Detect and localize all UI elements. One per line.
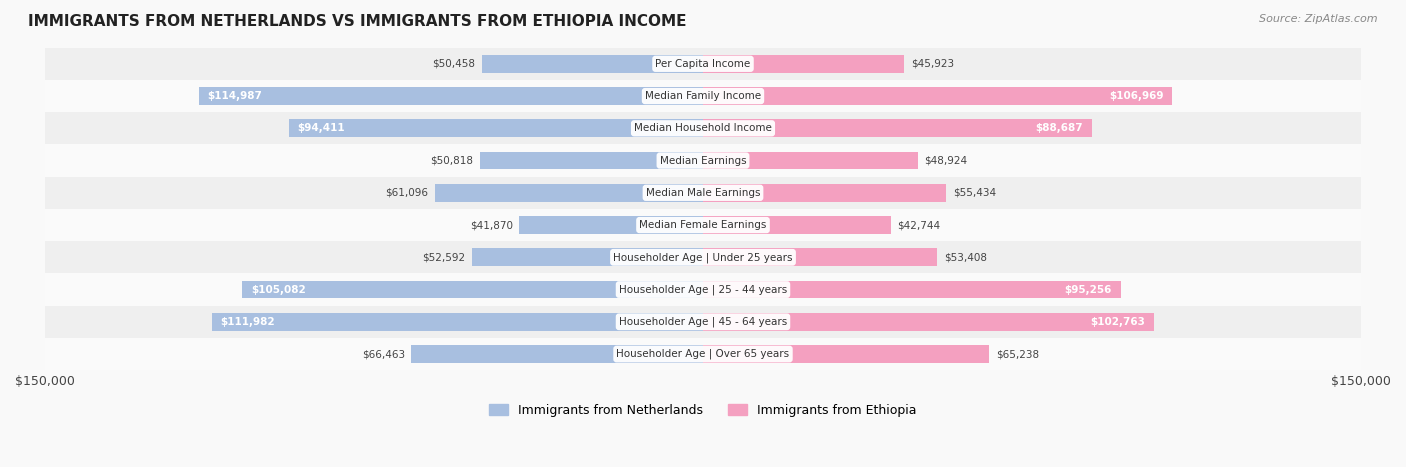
Text: $105,082: $105,082 — [250, 284, 305, 295]
Bar — [703, 87, 1173, 105]
Text: $95,256: $95,256 — [1064, 284, 1112, 295]
Bar — [703, 248, 938, 266]
Text: IMMIGRANTS FROM NETHERLANDS VS IMMIGRANTS FROM ETHIOPIA INCOME: IMMIGRANTS FROM NETHERLANDS VS IMMIGRANT… — [28, 14, 686, 29]
Bar — [434, 184, 703, 202]
Bar — [212, 313, 703, 331]
Text: $88,687: $88,687 — [1036, 123, 1083, 133]
Text: $41,870: $41,870 — [470, 220, 513, 230]
Text: $114,987: $114,987 — [207, 91, 262, 101]
Bar — [45, 241, 1361, 274]
Text: $50,458: $50,458 — [432, 59, 475, 69]
Bar — [45, 48, 1361, 80]
Bar — [198, 87, 703, 105]
Text: Source: ZipAtlas.com: Source: ZipAtlas.com — [1260, 14, 1378, 24]
Bar — [45, 80, 1361, 112]
Text: Householder Age | Over 65 years: Householder Age | Over 65 years — [616, 349, 790, 359]
Bar — [472, 248, 703, 266]
Bar — [45, 274, 1361, 306]
Text: Median Female Earnings: Median Female Earnings — [640, 220, 766, 230]
Bar — [45, 306, 1361, 338]
Text: Median Male Earnings: Median Male Earnings — [645, 188, 761, 198]
Bar — [45, 112, 1361, 144]
Text: Householder Age | 45 - 64 years: Householder Age | 45 - 64 years — [619, 317, 787, 327]
Bar — [45, 209, 1361, 241]
Legend: Immigrants from Netherlands, Immigrants from Ethiopia: Immigrants from Netherlands, Immigrants … — [485, 399, 921, 422]
Bar — [703, 313, 1154, 331]
Bar — [45, 177, 1361, 209]
Text: Per Capita Income: Per Capita Income — [655, 59, 751, 69]
Bar — [703, 281, 1121, 298]
Text: $94,411: $94,411 — [298, 123, 346, 133]
Text: Householder Age | Under 25 years: Householder Age | Under 25 years — [613, 252, 793, 262]
Text: $52,592: $52,592 — [423, 252, 465, 262]
Text: $66,463: $66,463 — [361, 349, 405, 359]
Bar — [519, 216, 703, 234]
Bar — [703, 216, 890, 234]
Bar — [242, 281, 703, 298]
Bar — [479, 152, 703, 170]
Bar — [703, 152, 918, 170]
Text: Median Earnings: Median Earnings — [659, 156, 747, 166]
Text: $102,763: $102,763 — [1090, 317, 1144, 327]
Text: $55,434: $55,434 — [953, 188, 995, 198]
Text: $106,969: $106,969 — [1109, 91, 1164, 101]
Bar — [45, 338, 1361, 370]
Bar — [703, 184, 946, 202]
Bar — [412, 345, 703, 363]
Text: $50,818: $50,818 — [430, 156, 474, 166]
Text: $53,408: $53,408 — [943, 252, 987, 262]
Text: $45,923: $45,923 — [911, 59, 955, 69]
Text: Median Family Income: Median Family Income — [645, 91, 761, 101]
Bar — [288, 120, 703, 137]
Bar — [703, 120, 1092, 137]
Text: $111,982: $111,982 — [221, 317, 276, 327]
Bar — [703, 55, 904, 73]
Text: $61,096: $61,096 — [385, 188, 429, 198]
Text: Median Household Income: Median Household Income — [634, 123, 772, 133]
Text: $48,924: $48,924 — [924, 156, 967, 166]
Text: Householder Age | 25 - 44 years: Householder Age | 25 - 44 years — [619, 284, 787, 295]
Bar — [703, 345, 990, 363]
Text: $65,238: $65,238 — [995, 349, 1039, 359]
Bar — [482, 55, 703, 73]
Text: $42,744: $42,744 — [897, 220, 941, 230]
Bar — [45, 144, 1361, 177]
